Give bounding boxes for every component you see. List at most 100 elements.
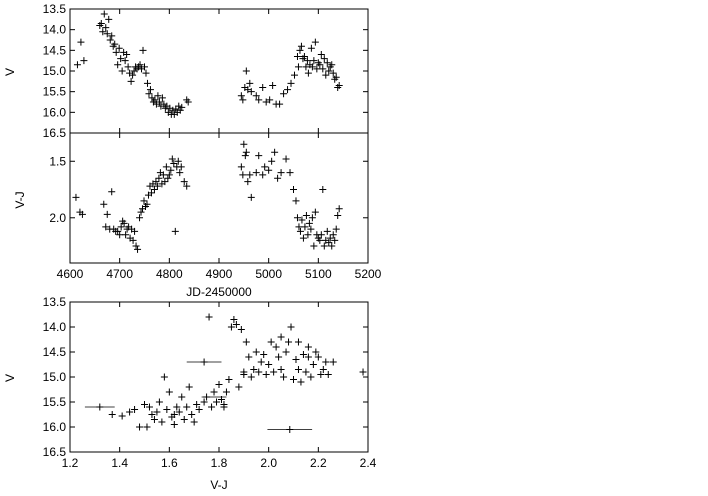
data-point: [237, 163, 245, 171]
data-point: [265, 166, 273, 174]
data-point: [175, 102, 183, 110]
data-point: [310, 57, 318, 65]
data-point: [239, 96, 247, 104]
data-point: [240, 140, 248, 148]
data-point: [154, 92, 162, 100]
data-point: [297, 378, 305, 386]
data-point: [170, 421, 178, 428]
data-point: [117, 223, 125, 231]
data-point: [102, 24, 110, 32]
data-point: [271, 148, 279, 156]
data-point: [150, 186, 158, 194]
data-point: [145, 403, 153, 411]
data-point: [316, 61, 324, 69]
data-point: [334, 212, 342, 220]
data-point: [290, 71, 298, 79]
data-point: [111, 40, 119, 48]
data-point: [158, 418, 166, 426]
data-point: [297, 42, 305, 50]
data-point: [205, 313, 213, 321]
data-point: [326, 234, 334, 242]
data-point: [322, 71, 330, 79]
data-point: [250, 366, 258, 373]
data-point: [242, 338, 250, 346]
data-point: [153, 182, 161, 190]
data-point: [247, 88, 255, 96]
data-point: [200, 398, 208, 406]
data-point: [239, 171, 247, 179]
panel-v-vs-jd: 13.5 14.0 14.5 15.0 15.5 16.0 16.5 V: [3, 2, 369, 140]
data-point: [303, 57, 311, 65]
data-point: [255, 368, 263, 376]
data-point: [122, 231, 130, 239]
data-point: [255, 96, 263, 104]
data-point: [296, 227, 304, 235]
data-point: [123, 50, 131, 58]
x-axis-label: V-J: [210, 478, 227, 492]
y-tick-label: 16.5: [43, 445, 67, 459]
plot-frame: [69, 132, 369, 264]
y-tick-label: 14.5: [43, 43, 67, 57]
data-point: [240, 368, 248, 376]
data-point: [106, 36, 114, 44]
data-point: [252, 348, 260, 356]
data-point: [116, 231, 124, 239]
data-point: [215, 381, 223, 388]
data-point: [77, 38, 85, 46]
data-point: [190, 418, 198, 426]
data-point: [332, 225, 340, 233]
data-point: [277, 333, 285, 341]
data-point: [323, 59, 331, 67]
data-point: [311, 208, 319, 216]
data-point: [169, 106, 177, 114]
data-point: [307, 373, 315, 381]
data-point: [272, 343, 280, 351]
data-point: [188, 411, 196, 418]
data-point: [252, 169, 260, 177]
data-point: [143, 423, 151, 431]
data-point: [115, 44, 123, 52]
data-point: [309, 361, 317, 368]
data-point: [261, 163, 269, 171]
data-point: [255, 152, 263, 160]
data-point: [160, 373, 168, 381]
data-point: [257, 358, 265, 366]
data-point: [180, 416, 188, 423]
data-point: [324, 371, 332, 378]
data-point: [307, 44, 315, 52]
data-point: [285, 338, 293, 346]
data-point: [322, 358, 330, 366]
data-point: [319, 186, 327, 194]
data-point: [172, 105, 180, 113]
data-point: [114, 61, 122, 69]
data-point: [127, 77, 135, 85]
data-point: [319, 65, 327, 73]
data-point: [269, 81, 277, 89]
data-point: [242, 67, 250, 75]
data-point: [246, 79, 254, 87]
data-point: [103, 210, 111, 218]
y-tick-label: 14.0: [43, 23, 67, 37]
data-point: [300, 53, 308, 61]
x-tick-label: 4800: [156, 267, 183, 281]
data-point: [320, 55, 328, 63]
data-point: [103, 30, 111, 38]
data-point: [210, 388, 218, 396]
data-point: [304, 69, 312, 77]
data-point: [319, 366, 327, 373]
data-point: [136, 61, 144, 69]
data-point: [131, 406, 139, 413]
data-point: [305, 219, 313, 227]
data-point: [235, 383, 243, 391]
data-point: [173, 403, 181, 411]
data-point: [292, 356, 300, 363]
data-point: [134, 245, 142, 253]
data-point: [143, 200, 151, 208]
data-point: [137, 208, 145, 216]
data-point: [323, 227, 331, 235]
x-tick-label: 1.8: [211, 456, 228, 470]
data-point: [311, 38, 319, 46]
data-point: [325, 239, 333, 247]
data-point: [274, 174, 282, 182]
y-tick-label: 14.0: [43, 320, 67, 334]
